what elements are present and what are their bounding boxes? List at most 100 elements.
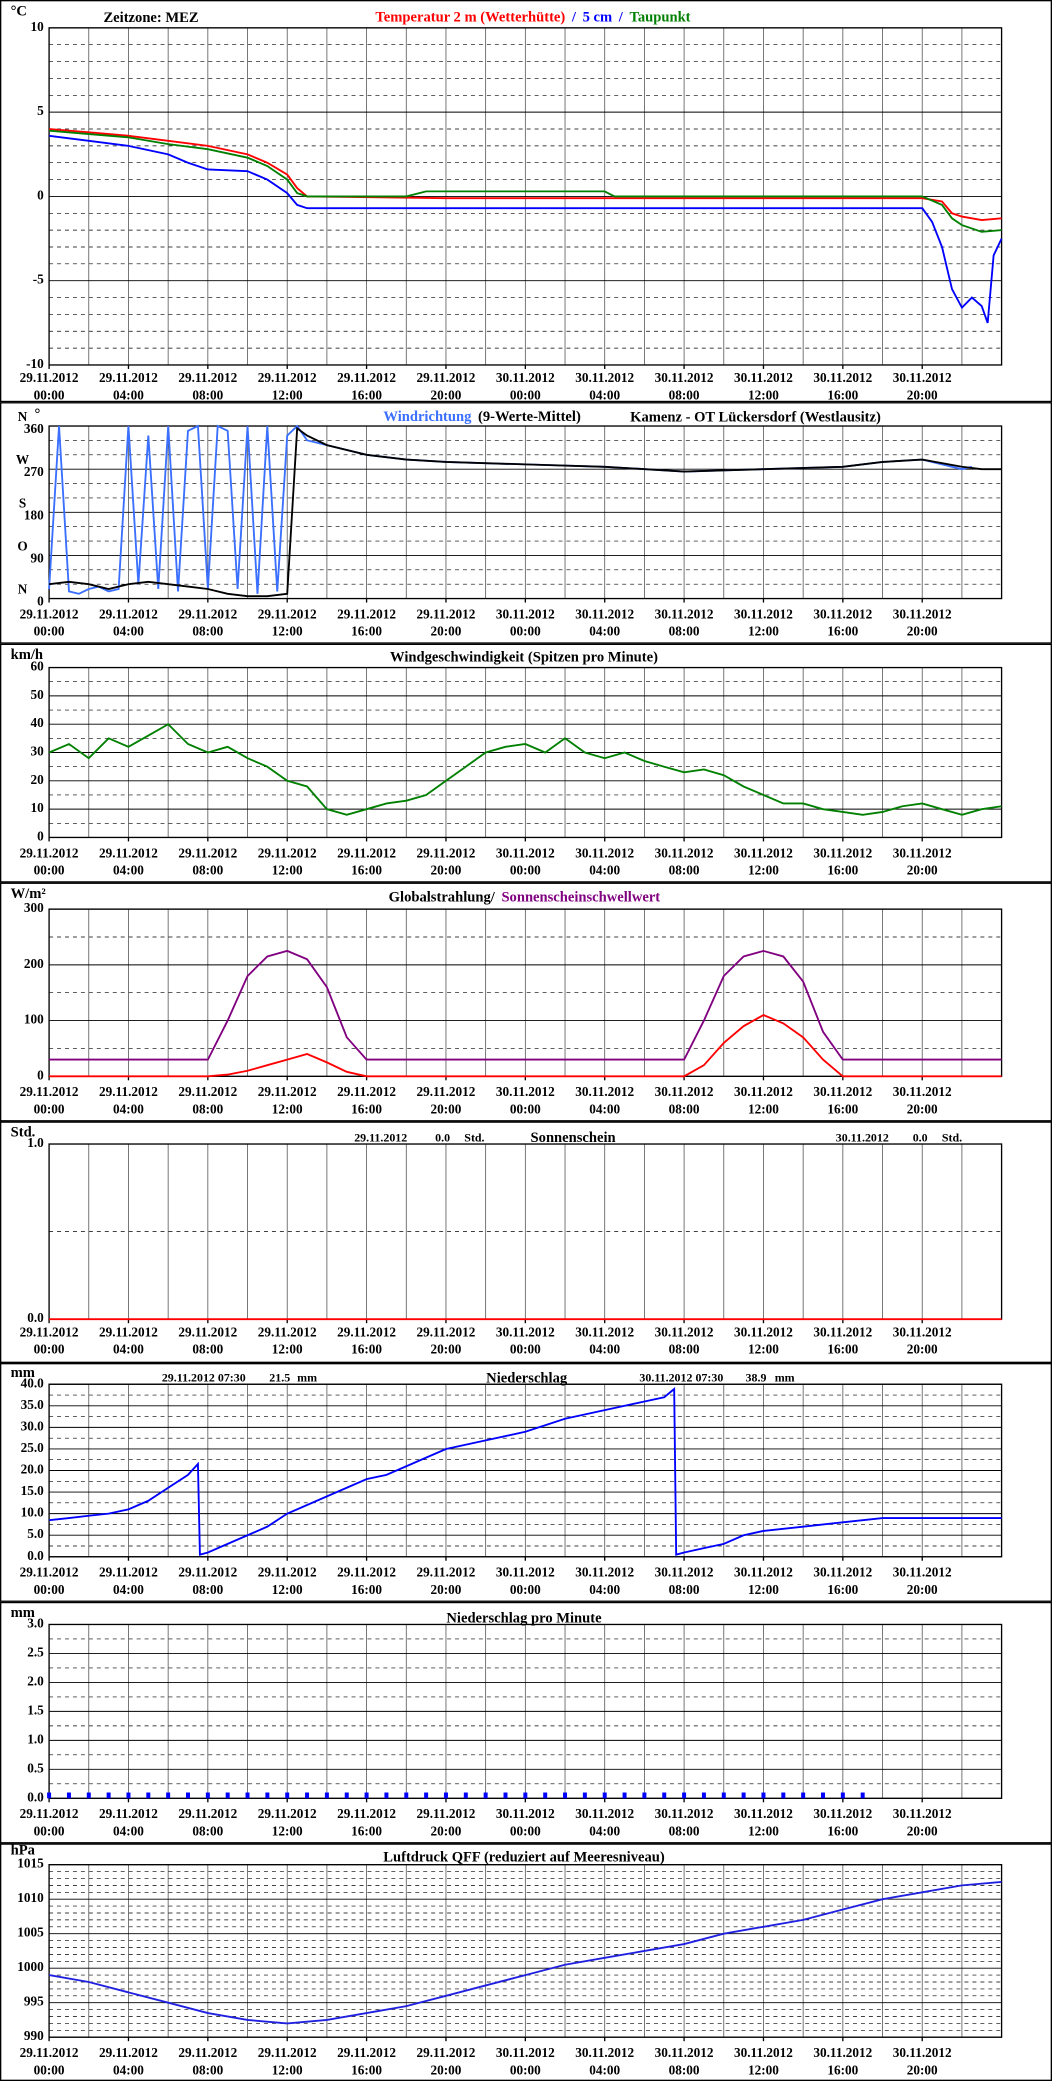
x-tick-label: 29.11.2012 04:00 bbox=[98, 1085, 158, 1118]
annotation: 21.5 bbox=[269, 1371, 290, 1385]
series-line bbox=[49, 949, 1002, 1061]
x-tick-label: 29.11.2012 12:00 bbox=[257, 2046, 317, 2079]
x-tick-label: 29.11.2012 08:00 bbox=[178, 1325, 238, 1358]
x-tick-label: 30.11.2012 00:00 bbox=[495, 1325, 555, 1358]
series-line bbox=[48, 1881, 1002, 2025]
x-tick-label: 29.11.2012 00:00 bbox=[19, 2046, 79, 2079]
chart-title: Niederschlag bbox=[486, 1370, 568, 1386]
annotation: 0.0 bbox=[913, 1130, 928, 1144]
title-part: Sonnenscheinschwellwert bbox=[501, 890, 660, 906]
x-tick-label: 30.11.2012 08:00 bbox=[654, 1807, 714, 1840]
bar bbox=[285, 1792, 290, 1799]
title-part: / bbox=[618, 10, 624, 26]
y-tick-label: 1010 bbox=[17, 1890, 44, 1905]
title-part: Windrichtung bbox=[383, 409, 472, 425]
x-tick-label: 30.11.2012 04:00 bbox=[575, 1566, 635, 1598]
x-tick-label: 29.11.2012 16:00 bbox=[337, 1807, 397, 1840]
bar bbox=[404, 1792, 409, 1799]
panel-frame bbox=[0, 1601, 1052, 1844]
x-tick-label: 29.11.2012 12:00 bbox=[257, 371, 317, 404]
bar bbox=[523, 1792, 528, 1799]
x-tick-label: 29.11.2012 20:00 bbox=[416, 1807, 476, 1840]
x-tick-label: 30.11.2012 20:00 bbox=[892, 1807, 952, 1840]
x-tick-label: 30.11.2012 00:00 bbox=[495, 607, 555, 640]
x-tick-label: 30.11.2012 20:00 bbox=[892, 607, 952, 640]
x-tick-label: 30.11.2012 12:00 bbox=[733, 1807, 793, 1840]
x-tick-label: 29.11.2012 16:00 bbox=[337, 1085, 397, 1118]
chart-title: Niederschlag pro Minute bbox=[446, 1610, 602, 1626]
bar bbox=[166, 1792, 171, 1799]
chart-title: Globalstrahlung/Sonnenscheinschwellwert bbox=[389, 890, 661, 906]
x-tick-label: 30.11.2012 04:00 bbox=[575, 1325, 635, 1358]
y-tick-label: 10.0 bbox=[21, 1505, 45, 1520]
bar bbox=[86, 1792, 91, 1799]
bar bbox=[721, 1792, 726, 1799]
panel-frame bbox=[0, 0, 1052, 403]
annotation: mm bbox=[775, 1371, 795, 1385]
x-tick-label: 29.11.2012 00:00 bbox=[19, 607, 79, 640]
series-line bbox=[48, 723, 1002, 816]
bar bbox=[682, 1792, 687, 1799]
x-tick-label: 29.11.2012 04:00 bbox=[98, 1566, 158, 1598]
compass-label: W bbox=[16, 452, 30, 467]
y-tick-label: 25.0 bbox=[21, 1440, 45, 1455]
bar bbox=[602, 1792, 607, 1799]
x-tick-label: 30.11.2012 04:00 bbox=[575, 1085, 635, 1118]
x-tick-label: 30.11.2012 04:00 bbox=[575, 1807, 635, 1840]
bar bbox=[701, 1792, 706, 1799]
bar bbox=[563, 1792, 568, 1799]
x-tick-label: 29.11.2012 00:00 bbox=[19, 1085, 79, 1118]
y-tick-label: 40 bbox=[31, 715, 45, 730]
y-tick-label: 990 bbox=[24, 2028, 44, 2043]
unit-label: °C bbox=[11, 3, 27, 19]
y-tick-label: 90 bbox=[31, 550, 45, 565]
x-tick-label: 29.11.2012 08:00 bbox=[178, 607, 238, 640]
x-tick-label: 30.11.2012 08:00 bbox=[654, 1566, 714, 1598]
bar bbox=[463, 1792, 468, 1799]
series-line bbox=[48, 426, 1002, 598]
series-line bbox=[49, 129, 1002, 233]
x-tick-label: 30.11.2012 12:00 bbox=[733, 1085, 793, 1118]
y-tick-label: -10 bbox=[26, 356, 44, 371]
y-tick-label: 1.5 bbox=[27, 1702, 44, 1717]
x-tick-label: 30.11.2012 12:00 bbox=[733, 1325, 793, 1358]
x-tick-label: 30.11.2012 08:00 bbox=[654, 1085, 714, 1118]
x-tick-label: 29.11.2012 12:00 bbox=[257, 846, 317, 879]
annotation: 30.11.2012 bbox=[836, 1130, 889, 1144]
y-tick-label: 20.0 bbox=[21, 1462, 45, 1477]
y-tick-label: 40.0 bbox=[21, 1375, 45, 1390]
bar bbox=[582, 1792, 587, 1799]
x-tick-label: 29.11.2012 16:00 bbox=[337, 1566, 397, 1598]
x-tick-label: 29.11.2012 12:00 bbox=[257, 1085, 317, 1118]
x-tick-label: 30.11.2012 16:00 bbox=[813, 1325, 873, 1358]
x-tick-label: 30.11.2012 08:00 bbox=[654, 1325, 714, 1358]
unit-label: mm bbox=[11, 1605, 35, 1621]
x-tick-label: 30.11.2012 00:00 bbox=[495, 1807, 555, 1840]
bar bbox=[860, 1792, 865, 1799]
panel-frame bbox=[0, 643, 1052, 883]
y-tick-label: 0 bbox=[37, 1067, 44, 1082]
bar bbox=[761, 1792, 766, 1799]
x-tick-label: 29.11.2012 04:00 bbox=[98, 607, 158, 640]
chart-title: Temperatur 2 m (Wetterhütte) / 5 cm / Taupun… bbox=[375, 10, 690, 26]
bar bbox=[324, 1792, 329, 1799]
bar bbox=[186, 1792, 190, 1799]
x-tick-label: 29.11.2012 16:00 bbox=[337, 2046, 397, 2079]
annotation: Kamenz - OT Lückersdorf (Westlausitz) bbox=[630, 409, 881, 425]
unit-label: ° bbox=[34, 407, 40, 423]
x-tick-label: 30.11.2012 16:00 bbox=[813, 607, 873, 640]
x-tick-label: 30.11.2012 00:00 bbox=[495, 1085, 555, 1118]
y-tick-label: 20 bbox=[31, 772, 45, 787]
annotation: Std. bbox=[464, 1130, 484, 1144]
x-tick-label: 29.11.2012 16:00 bbox=[337, 607, 397, 640]
x-tick-label: 30.11.2012 00:00 bbox=[495, 2046, 555, 2079]
x-tick-label: 29.11.2012 04:00 bbox=[98, 1807, 158, 1840]
x-tick-label: 29.11.2012 20:00 bbox=[416, 1085, 476, 1118]
title-part: (9-Werte-Mittel) bbox=[478, 409, 581, 425]
x-tick-label: 30.11.2012 08:00 bbox=[654, 846, 714, 879]
y-tick-label: 35.0 bbox=[21, 1397, 45, 1412]
title-part: Globalstrahlung/ bbox=[389, 890, 496, 906]
x-tick-label: 30.11.2012 08:00 bbox=[654, 371, 714, 404]
